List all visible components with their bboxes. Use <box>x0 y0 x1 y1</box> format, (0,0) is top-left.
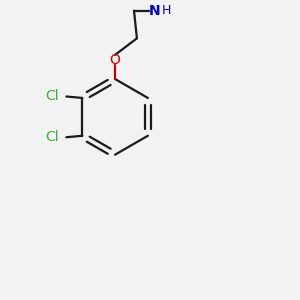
Text: H: H <box>161 4 171 17</box>
Text: Cl: Cl <box>45 89 59 103</box>
Text: N: N <box>148 4 160 18</box>
Text: O: O <box>110 53 121 67</box>
Text: Cl: Cl <box>45 130 59 144</box>
